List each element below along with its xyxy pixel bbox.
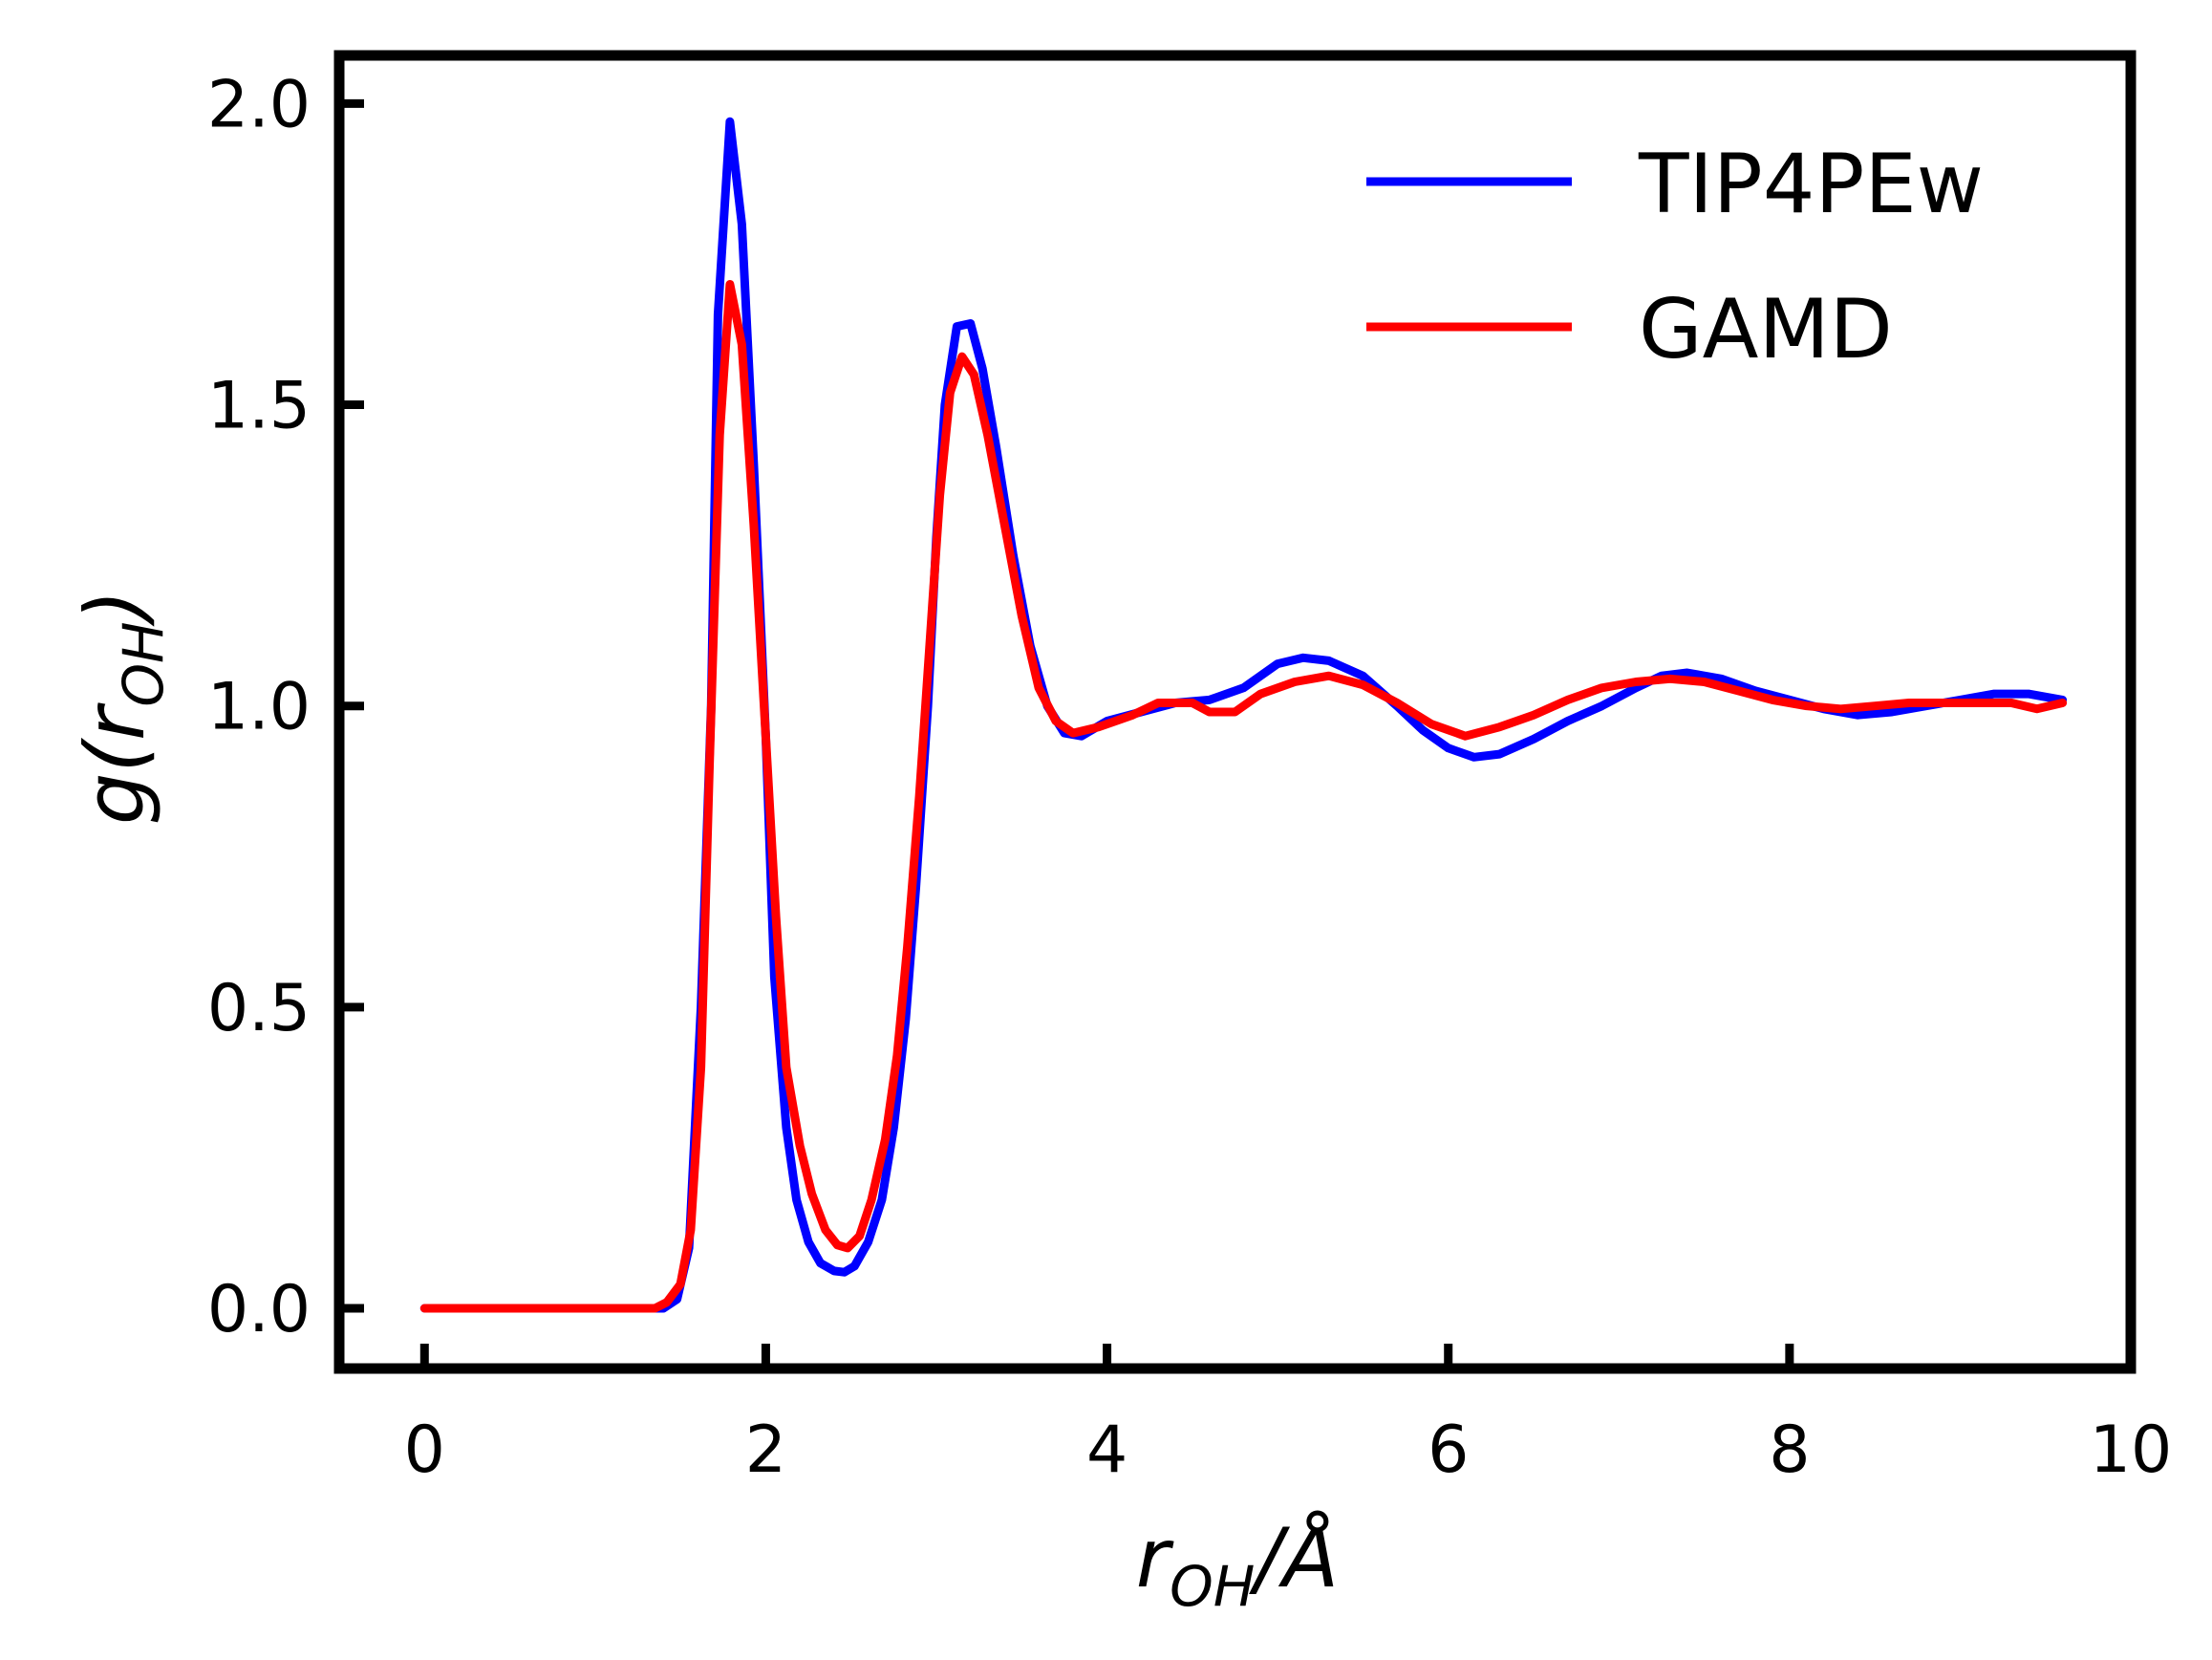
x-axis-label-main: r <box>1136 1511 1174 1606</box>
x-axis-ticks: 0 2 4 6 8 10 <box>404 1344 2173 1488</box>
legend: TIP4PEw GAMD <box>1366 137 1984 377</box>
x-tick-label: 8 <box>1769 1412 1810 1488</box>
legend-label-tip4pew: TIP4PEw <box>1638 137 1984 232</box>
legend-label-gamd: GAMD <box>1639 282 1893 377</box>
y-tick-label: 2.0 <box>207 67 311 142</box>
axes-frame <box>333 50 2137 1374</box>
x-tick-label: 10 <box>2090 1412 2173 1488</box>
plot-frame <box>333 50 2137 1374</box>
y-axis-label-main: r <box>68 702 163 741</box>
x-tick-label: 0 <box>404 1412 445 1488</box>
x-axis-label: rOH/Å <box>1136 1510 1339 1619</box>
x-tick-label: 6 <box>1428 1412 1469 1488</box>
series-line-gamd <box>419 280 2068 1313</box>
y-axis-ticks: 0.0 0.5 1.0 1.5 2.0 <box>207 67 364 1347</box>
y-axis-label-post: ) <box>68 590 163 628</box>
y-tick-label: 0.5 <box>207 971 311 1046</box>
plot-lines <box>419 117 2068 1313</box>
y-tick-label: 1.0 <box>207 670 311 745</box>
y-axis-label-pre: g( <box>68 738 163 826</box>
y-axis-label-sub: OH <box>111 621 176 706</box>
x-axis-label-unit: /Å <box>1248 1510 1339 1606</box>
y-tick-label: 1.5 <box>207 369 311 444</box>
x-axis-label-sub: OH <box>1170 1554 1255 1619</box>
y-tick-label: 0.0 <box>207 1272 311 1347</box>
x-tick-label: 2 <box>745 1412 786 1488</box>
y-axis-label: g(rOH) <box>68 590 176 825</box>
x-tick-label: 4 <box>1086 1412 1127 1488</box>
